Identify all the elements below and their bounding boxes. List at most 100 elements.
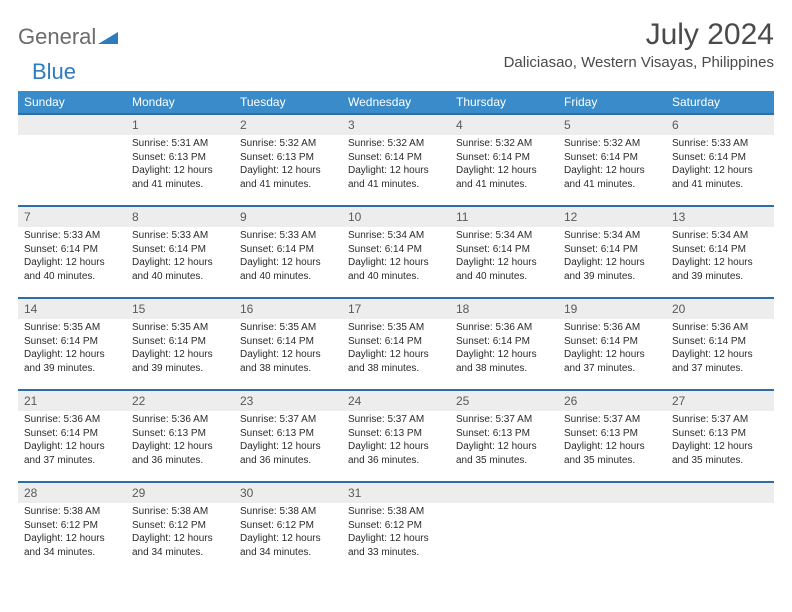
- date-body-cell: Sunrise: 5:36 AMSunset: 6:14 PMDaylight:…: [18, 411, 126, 482]
- day2-text: and 36 minutes.: [132, 454, 228, 468]
- day1-text: Daylight: 12 hours: [672, 256, 768, 270]
- date-number-cell: [558, 482, 666, 503]
- day1-text: Daylight: 12 hours: [132, 532, 228, 546]
- date-body-cell: Sunrise: 5:33 AMSunset: 6:14 PMDaylight:…: [666, 135, 774, 206]
- sunset-text: Sunset: 6:14 PM: [672, 151, 768, 165]
- date-number-row: 28293031: [18, 482, 774, 503]
- sunset-text: Sunset: 6:13 PM: [240, 151, 336, 165]
- day2-text: and 34 minutes.: [132, 546, 228, 560]
- sunset-text: Sunset: 6:14 PM: [24, 335, 120, 349]
- date-number-cell: 28: [18, 482, 126, 503]
- date-number-cell: 7: [18, 206, 126, 227]
- dayhead-thu: Thursday: [450, 91, 558, 114]
- sunset-text: Sunset: 6:14 PM: [24, 243, 120, 257]
- date-body-cell: [558, 503, 666, 573]
- date-number-cell: 16: [234, 298, 342, 319]
- day-header-row: Sunday Monday Tuesday Wednesday Thursday…: [18, 91, 774, 114]
- sunrise-text: Sunrise: 5:31 AM: [132, 137, 228, 151]
- sunrise-text: Sunrise: 5:37 AM: [240, 413, 336, 427]
- sunrise-text: Sunrise: 5:36 AM: [564, 321, 660, 335]
- sunset-text: Sunset: 6:14 PM: [132, 335, 228, 349]
- date-body-cell: Sunrise: 5:37 AMSunset: 6:13 PMDaylight:…: [234, 411, 342, 482]
- date-number-cell: 6: [666, 114, 774, 135]
- sunset-text: Sunset: 6:14 PM: [348, 151, 444, 165]
- date-body-cell: Sunrise: 5:35 AMSunset: 6:14 PMDaylight:…: [126, 319, 234, 390]
- day1-text: Daylight: 12 hours: [24, 348, 120, 362]
- date-body-cell: Sunrise: 5:37 AMSunset: 6:13 PMDaylight:…: [666, 411, 774, 482]
- date-number-cell: 13: [666, 206, 774, 227]
- sunset-text: Sunset: 6:12 PM: [240, 519, 336, 533]
- day1-text: Daylight: 12 hours: [348, 532, 444, 546]
- day1-text: Daylight: 12 hours: [672, 440, 768, 454]
- day2-text: and 33 minutes.: [348, 546, 444, 560]
- date-number-cell: [450, 482, 558, 503]
- date-number-cell: 25: [450, 390, 558, 411]
- day2-text: and 38 minutes.: [456, 362, 552, 376]
- day2-text: and 39 minutes.: [564, 270, 660, 284]
- day1-text: Daylight: 12 hours: [348, 348, 444, 362]
- day2-text: and 41 minutes.: [564, 178, 660, 192]
- day2-text: and 39 minutes.: [24, 362, 120, 376]
- day1-text: Daylight: 12 hours: [456, 256, 552, 270]
- date-body-cell: Sunrise: 5:32 AMSunset: 6:13 PMDaylight:…: [234, 135, 342, 206]
- date-body-row: Sunrise: 5:38 AMSunset: 6:12 PMDaylight:…: [18, 503, 774, 573]
- sunset-text: Sunset: 6:14 PM: [564, 151, 660, 165]
- sunset-text: Sunset: 6:13 PM: [348, 427, 444, 441]
- sunset-text: Sunset: 6:14 PM: [672, 335, 768, 349]
- sunrise-text: Sunrise: 5:38 AM: [132, 505, 228, 519]
- date-number-cell: 22: [126, 390, 234, 411]
- sunrise-text: Sunrise: 5:32 AM: [456, 137, 552, 151]
- day1-text: Daylight: 12 hours: [24, 256, 120, 270]
- day1-text: Daylight: 12 hours: [240, 348, 336, 362]
- sunrise-text: Sunrise: 5:34 AM: [672, 229, 768, 243]
- dayhead-sun: Sunday: [18, 91, 126, 114]
- day2-text: and 40 minutes.: [348, 270, 444, 284]
- sunset-text: Sunset: 6:14 PM: [564, 335, 660, 349]
- day1-text: Daylight: 12 hours: [456, 348, 552, 362]
- calendar-table: Sunday Monday Tuesday Wednesday Thursday…: [18, 91, 774, 573]
- date-body-cell: Sunrise: 5:38 AMSunset: 6:12 PMDaylight:…: [126, 503, 234, 573]
- sunrise-text: Sunrise: 5:35 AM: [24, 321, 120, 335]
- logo-text-blue: Blue: [18, 59, 76, 84]
- date-body-cell: Sunrise: 5:37 AMSunset: 6:13 PMDaylight:…: [450, 411, 558, 482]
- day1-text: Daylight: 12 hours: [348, 164, 444, 178]
- date-body-cell: Sunrise: 5:36 AMSunset: 6:14 PMDaylight:…: [666, 319, 774, 390]
- date-body-cell: Sunrise: 5:34 AMSunset: 6:14 PMDaylight:…: [558, 227, 666, 298]
- date-body-cell: Sunrise: 5:36 AMSunset: 6:13 PMDaylight:…: [126, 411, 234, 482]
- sunrise-text: Sunrise: 5:37 AM: [456, 413, 552, 427]
- day2-text: and 41 minutes.: [456, 178, 552, 192]
- date-body-cell: Sunrise: 5:32 AMSunset: 6:14 PMDaylight:…: [342, 135, 450, 206]
- date-number-cell: 5: [558, 114, 666, 135]
- sunrise-text: Sunrise: 5:33 AM: [240, 229, 336, 243]
- sunset-text: Sunset: 6:12 PM: [348, 519, 444, 533]
- sunrise-text: Sunrise: 5:34 AM: [348, 229, 444, 243]
- day1-text: Daylight: 12 hours: [24, 440, 120, 454]
- day2-text: and 41 minutes.: [132, 178, 228, 192]
- sunrise-text: Sunrise: 5:32 AM: [564, 137, 660, 151]
- day1-text: Daylight: 12 hours: [240, 256, 336, 270]
- sunset-text: Sunset: 6:14 PM: [348, 335, 444, 349]
- dayhead-fri: Friday: [558, 91, 666, 114]
- sunrise-text: Sunrise: 5:35 AM: [348, 321, 444, 335]
- date-number-cell: 1: [126, 114, 234, 135]
- day1-text: Daylight: 12 hours: [456, 440, 552, 454]
- day1-text: Daylight: 12 hours: [132, 440, 228, 454]
- date-number-cell: 12: [558, 206, 666, 227]
- sunset-text: Sunset: 6:12 PM: [24, 519, 120, 533]
- date-number-cell: 4: [450, 114, 558, 135]
- day1-text: Daylight: 12 hours: [240, 164, 336, 178]
- sunrise-text: Sunrise: 5:32 AM: [240, 137, 336, 151]
- date-body-row: Sunrise: 5:35 AMSunset: 6:14 PMDaylight:…: [18, 319, 774, 390]
- date-number-cell: 24: [342, 390, 450, 411]
- day1-text: Daylight: 12 hours: [24, 532, 120, 546]
- day2-text: and 38 minutes.: [348, 362, 444, 376]
- day1-text: Daylight: 12 hours: [564, 348, 660, 362]
- sunset-text: Sunset: 6:14 PM: [348, 243, 444, 257]
- day2-text: and 41 minutes.: [240, 178, 336, 192]
- date-number-cell: 10: [342, 206, 450, 227]
- date-number-cell: 19: [558, 298, 666, 319]
- day1-text: Daylight: 12 hours: [348, 440, 444, 454]
- date-body-cell: Sunrise: 5:38 AMSunset: 6:12 PMDaylight:…: [234, 503, 342, 573]
- day2-text: and 41 minutes.: [348, 178, 444, 192]
- date-body-cell: Sunrise: 5:37 AMSunset: 6:13 PMDaylight:…: [342, 411, 450, 482]
